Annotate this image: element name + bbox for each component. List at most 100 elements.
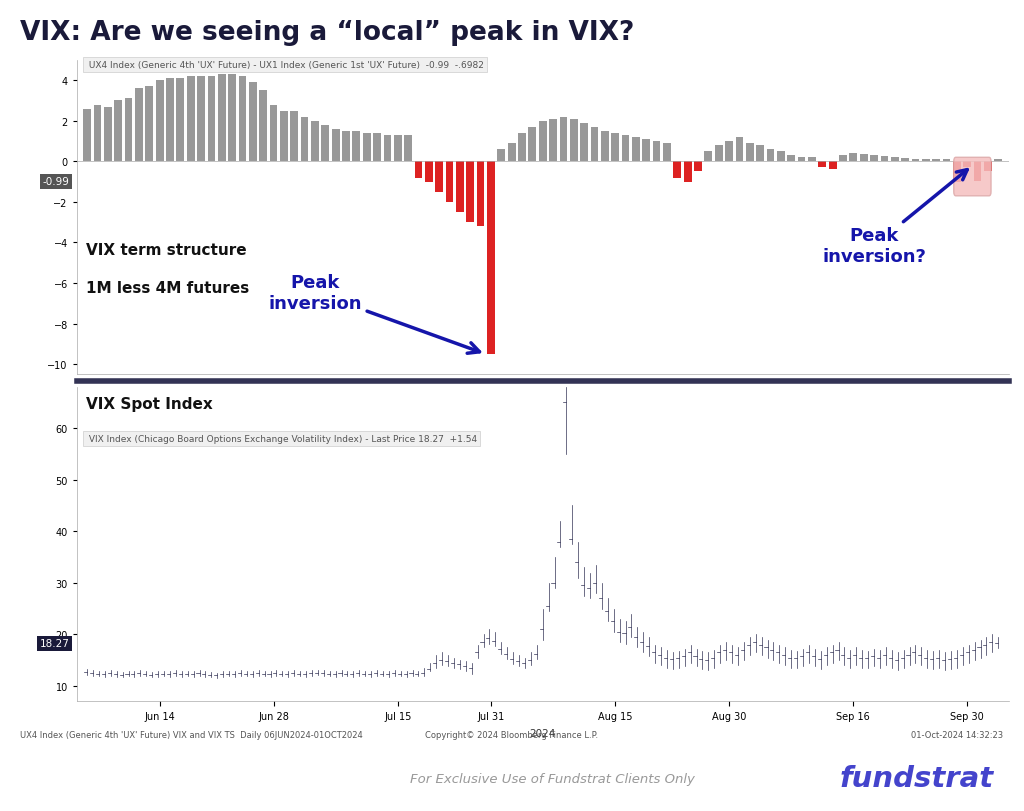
Bar bbox=[198, 77, 205, 162]
Bar bbox=[632, 138, 640, 162]
Bar bbox=[301, 118, 308, 162]
Bar bbox=[715, 146, 723, 162]
Text: -0.99: -0.99 bbox=[43, 177, 70, 187]
Bar bbox=[518, 134, 526, 162]
Text: 01-Oct-2024 14:32:23: 01-Oct-2024 14:32:23 bbox=[911, 730, 1004, 739]
Bar bbox=[384, 135, 391, 162]
Text: UX4 Index (Generic 4th 'UX' Future) - UX1 Index (Generic 1st 'UX' Future)  -0.99: UX4 Index (Generic 4th 'UX' Future) - UX… bbox=[86, 61, 484, 70]
Bar bbox=[922, 160, 930, 162]
Bar bbox=[570, 119, 578, 162]
Bar bbox=[269, 105, 278, 162]
Bar bbox=[435, 162, 443, 192]
Text: Peak
inversion: Peak inversion bbox=[268, 273, 479, 354]
Bar bbox=[953, 162, 961, 182]
Text: For Exclusive Use of Fundstrat Clients Only: For Exclusive Use of Fundstrat Clients O… bbox=[410, 772, 694, 785]
Bar bbox=[342, 131, 350, 162]
Bar bbox=[239, 77, 247, 162]
Bar bbox=[466, 162, 474, 223]
Bar bbox=[911, 160, 920, 162]
Bar bbox=[508, 144, 515, 162]
Text: VIX term structure: VIX term structure bbox=[86, 243, 247, 258]
Bar bbox=[674, 162, 681, 178]
Bar bbox=[664, 144, 671, 162]
Bar bbox=[798, 158, 806, 162]
Bar bbox=[156, 81, 164, 162]
Text: VIX Index (Chicago Board Options Exchange Volatility Index) - Last Price 18.27  : VIX Index (Chicago Board Options Exchang… bbox=[86, 435, 477, 444]
Bar bbox=[228, 75, 236, 162]
Bar bbox=[974, 162, 981, 182]
Bar bbox=[549, 119, 557, 162]
Bar bbox=[787, 156, 795, 162]
Bar bbox=[332, 130, 340, 162]
Bar bbox=[166, 79, 174, 162]
Bar bbox=[487, 162, 495, 354]
Bar bbox=[684, 162, 691, 182]
Bar bbox=[725, 142, 733, 162]
Bar bbox=[145, 87, 154, 162]
Bar bbox=[745, 144, 754, 162]
Bar bbox=[591, 127, 598, 162]
Bar bbox=[932, 160, 940, 162]
Bar bbox=[291, 111, 298, 162]
Bar bbox=[777, 152, 784, 162]
Bar bbox=[280, 111, 288, 162]
Bar bbox=[445, 162, 454, 203]
Bar bbox=[757, 146, 764, 162]
Bar bbox=[891, 158, 899, 162]
Bar bbox=[870, 156, 878, 162]
Bar bbox=[622, 135, 630, 162]
Bar bbox=[601, 131, 608, 162]
Bar bbox=[839, 156, 847, 162]
Bar bbox=[394, 135, 401, 162]
Bar bbox=[125, 99, 132, 162]
Bar bbox=[828, 162, 837, 170]
Text: Peak
inversion?: Peak inversion? bbox=[822, 170, 968, 266]
Bar bbox=[559, 118, 567, 162]
Bar bbox=[208, 77, 215, 162]
Bar bbox=[322, 126, 329, 162]
Bar bbox=[652, 142, 660, 162]
Bar bbox=[93, 105, 101, 162]
Bar bbox=[186, 77, 195, 162]
Bar bbox=[477, 162, 484, 227]
Bar bbox=[611, 134, 620, 162]
Bar bbox=[404, 135, 412, 162]
Bar bbox=[259, 91, 267, 162]
Bar bbox=[218, 75, 225, 162]
Bar bbox=[901, 159, 909, 162]
Bar bbox=[135, 89, 142, 162]
Text: VIX: Are we seeing a “local” peak in VIX?: VIX: Are we seeing a “local” peak in VIX… bbox=[20, 20, 635, 46]
Text: Copyright© 2024 Bloomberg Finance L.P.: Copyright© 2024 Bloomberg Finance L.P. bbox=[425, 730, 599, 739]
Bar bbox=[539, 122, 547, 162]
Bar bbox=[581, 123, 588, 162]
Bar bbox=[249, 83, 257, 162]
Bar bbox=[994, 160, 1002, 162]
Text: fundstrat: fundstrat bbox=[840, 764, 994, 792]
Text: 18.27: 18.27 bbox=[40, 638, 70, 649]
Bar bbox=[860, 155, 867, 162]
Bar bbox=[881, 157, 888, 162]
Bar bbox=[694, 162, 701, 172]
Bar bbox=[964, 162, 971, 168]
Bar bbox=[425, 162, 433, 182]
Bar bbox=[104, 107, 112, 162]
Bar bbox=[818, 162, 826, 168]
Text: UX4 Index (Generic 4th 'UX' Future) VIX and VIX TS  Daily 06JUN2024-01OCT2024: UX4 Index (Generic 4th 'UX' Future) VIX … bbox=[20, 730, 364, 739]
Bar bbox=[984, 162, 992, 172]
Bar bbox=[642, 139, 650, 162]
Bar bbox=[735, 138, 743, 162]
Bar bbox=[528, 127, 537, 162]
Bar bbox=[352, 131, 360, 162]
Text: VIX Spot Index: VIX Spot Index bbox=[86, 397, 213, 412]
Bar bbox=[415, 162, 422, 178]
Bar bbox=[373, 134, 381, 162]
Bar bbox=[498, 150, 505, 162]
FancyBboxPatch shape bbox=[953, 158, 991, 196]
Bar bbox=[362, 134, 371, 162]
Bar bbox=[808, 158, 816, 162]
Text: 2024: 2024 bbox=[529, 728, 556, 738]
Bar bbox=[767, 150, 774, 162]
Bar bbox=[705, 152, 713, 162]
Bar bbox=[311, 122, 318, 162]
Bar bbox=[850, 154, 857, 162]
